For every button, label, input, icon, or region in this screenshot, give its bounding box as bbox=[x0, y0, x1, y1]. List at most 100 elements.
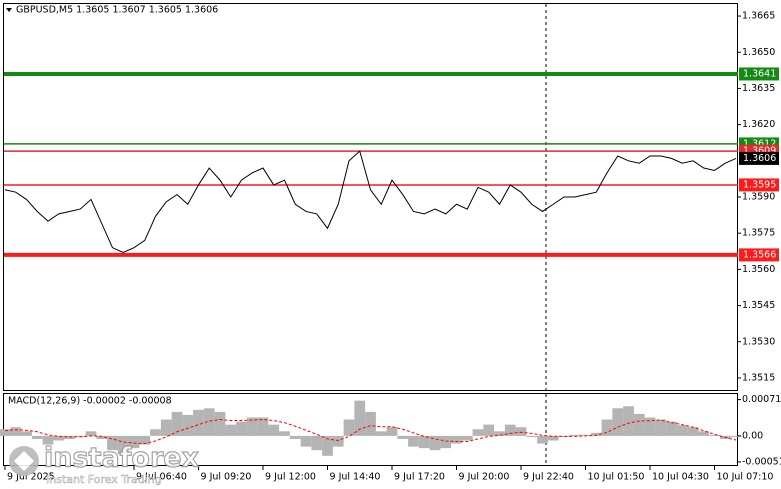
x-tick-label: 10 Jul 07:10 bbox=[717, 472, 774, 483]
y-tick-label: 1.3545 bbox=[742, 300, 775, 311]
last-price-box bbox=[739, 151, 779, 165]
macd-bar bbox=[461, 435, 473, 441]
last-price-label: 1.3606 bbox=[743, 153, 776, 164]
macd-bar bbox=[386, 427, 398, 436]
price-panel-frame bbox=[3, 3, 738, 391]
x-tick-label: 9 Jul 22:40 bbox=[523, 472, 574, 483]
macd-bar bbox=[494, 431, 505, 436]
macd-bar bbox=[644, 417, 656, 436]
macd-bar bbox=[709, 434, 720, 436]
macd-bar bbox=[687, 427, 699, 436]
y-tick-label: 1.3620 bbox=[742, 119, 775, 130]
macd-bar bbox=[203, 408, 215, 436]
level-label: 1.3595 bbox=[743, 179, 776, 190]
macd-bar bbox=[0, 429, 11, 436]
macd-bar bbox=[730, 435, 742, 437]
price-line bbox=[4, 150, 737, 254]
macd-bar bbox=[31, 435, 43, 439]
macd-bar bbox=[623, 406, 634, 436]
macd-bar bbox=[182, 414, 194, 436]
macd-bar bbox=[633, 413, 645, 436]
macd-bar bbox=[236, 421, 247, 436]
macd-bar bbox=[375, 431, 387, 436]
y-tick-label: 1.3650 bbox=[742, 47, 775, 58]
x-tick-label: 10 Jul 04:30 bbox=[652, 472, 709, 483]
macd-bar bbox=[365, 411, 376, 436]
y-tick-label: 1.3530 bbox=[742, 336, 775, 347]
x-tick-label: 9 Jul 09:20 bbox=[201, 472, 252, 483]
macd-bar bbox=[612, 408, 624, 436]
macd-bar bbox=[408, 435, 419, 447]
macd-bar bbox=[42, 435, 54, 445]
level-label: 1.3566 bbox=[743, 249, 776, 260]
y-tick-label: 0.00071 bbox=[742, 394, 781, 405]
macd-bar bbox=[171, 411, 183, 436]
y-tick-label: 1.3575 bbox=[742, 228, 775, 239]
macd-bar bbox=[451, 435, 462, 444]
y-tick-label: 1.3665 bbox=[742, 11, 775, 22]
macd-bar bbox=[85, 431, 97, 436]
macd-bar bbox=[569, 434, 581, 436]
macd-bar bbox=[139, 435, 151, 445]
macd-bar bbox=[257, 417, 269, 436]
macd-bar bbox=[107, 435, 118, 451]
watermark-tagline: Instant Forex Trading bbox=[46, 473, 162, 486]
y-tick-label: 1.3635 bbox=[742, 83, 775, 94]
y-tick-label: 1.3515 bbox=[742, 372, 775, 383]
macd-bar bbox=[440, 435, 452, 449]
macd-bar bbox=[580, 434, 591, 436]
macd-bar bbox=[601, 419, 613, 436]
macd-bar bbox=[397, 435, 409, 439]
macd-bar bbox=[193, 409, 204, 436]
macd-bar bbox=[698, 431, 710, 436]
level-label-box bbox=[739, 178, 779, 192]
macd-bar bbox=[10, 427, 22, 436]
macd-bar bbox=[160, 419, 172, 436]
macd-bar bbox=[53, 435, 65, 441]
macd-bar bbox=[483, 424, 495, 436]
macd-bar bbox=[558, 435, 570, 437]
level-label: 1.3609 bbox=[743, 146, 776, 157]
macd-bar bbox=[354, 400, 366, 436]
macd-bar bbox=[429, 435, 441, 451]
macd-bar bbox=[21, 431, 32, 436]
level-label-box bbox=[739, 67, 779, 81]
macd-bar bbox=[289, 435, 301, 439]
y-tick-label: 1.3560 bbox=[742, 264, 775, 275]
logo-mark bbox=[14, 451, 34, 471]
x-tick-label: 9 Jul 12:00 bbox=[265, 472, 316, 483]
watermark-brand: instaforex bbox=[44, 443, 199, 474]
level-label: 1.3612 bbox=[743, 138, 776, 149]
x-tick-label: 10 Jul 01:50 bbox=[588, 472, 645, 483]
watermark: instaforex Instant Forex Trading bbox=[9, 442, 200, 486]
y-tick-label: -0.00051 bbox=[742, 456, 781, 467]
macd-bar bbox=[117, 435, 129, 455]
macd-title: MACD(12,26,9) -0.00002 -0.00008 bbox=[8, 396, 172, 407]
macd-bar bbox=[96, 435, 108, 439]
macd-bar bbox=[311, 435, 323, 451]
macd-bar bbox=[268, 424, 280, 436]
plot-content bbox=[0, 4, 742, 465]
macd-bar bbox=[472, 429, 484, 436]
macd-bar bbox=[590, 432, 602, 436]
macd-bar bbox=[279, 431, 290, 436]
macd-bar bbox=[150, 429, 161, 436]
y-tick-label: 1.3590 bbox=[742, 192, 775, 203]
macd-bar bbox=[537, 435, 548, 444]
level-label-box bbox=[739, 248, 779, 262]
macd-bar bbox=[214, 411, 226, 436]
level-label: 1.3641 bbox=[743, 68, 776, 79]
macd-bar bbox=[666, 421, 677, 436]
macd-bar bbox=[418, 435, 430, 449]
title-arrow bbox=[6, 8, 12, 12]
macd-bar bbox=[300, 435, 312, 447]
price-title: GBPUSD,M5 1.3605 1.3607 1.3605 1.3606 bbox=[16, 5, 218, 16]
x-tick-label: 9 Jul 17:20 bbox=[394, 472, 445, 483]
macd-bar bbox=[515, 427, 527, 436]
macd-bar bbox=[64, 435, 75, 439]
macd-bar bbox=[655, 419, 667, 436]
signal-line bbox=[4, 419, 737, 445]
macd-bar bbox=[128, 435, 140, 449]
